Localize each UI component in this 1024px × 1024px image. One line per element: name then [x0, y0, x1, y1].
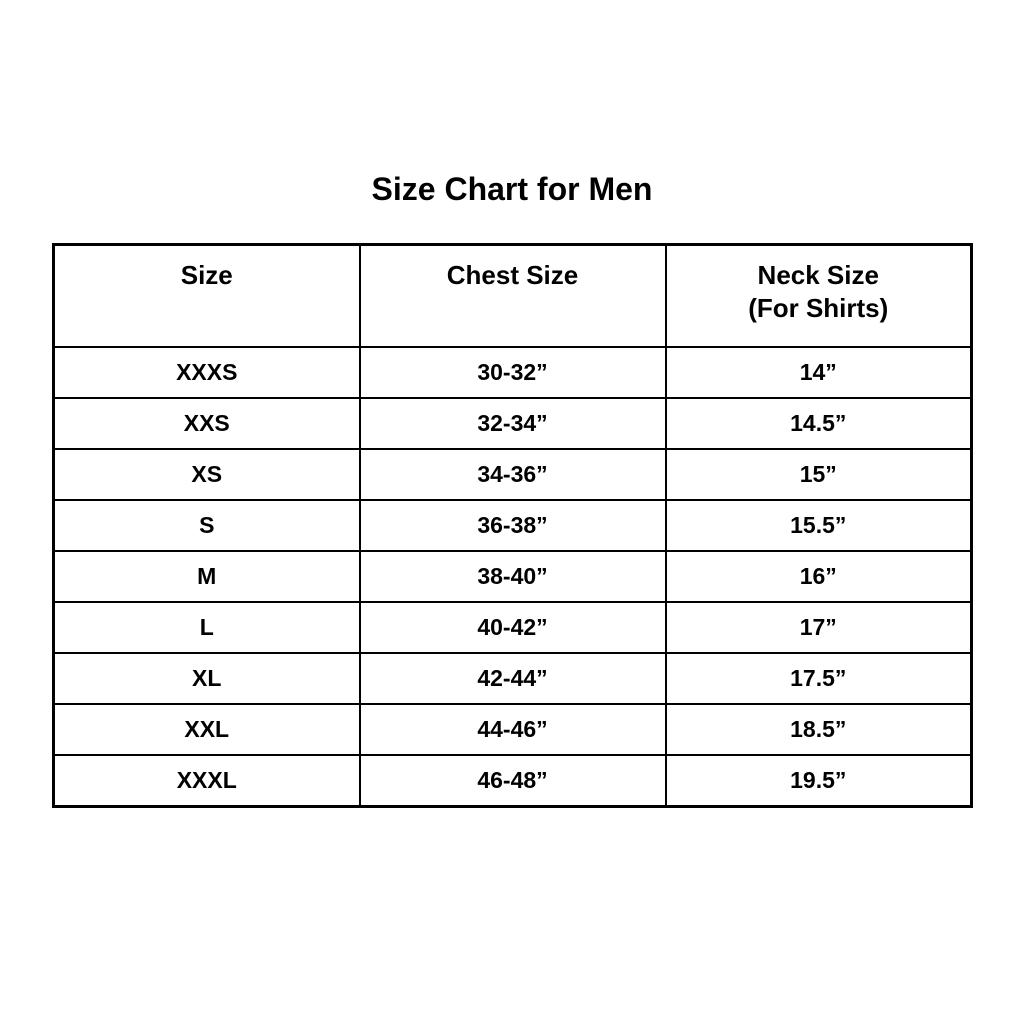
table-row: L 40-42” 17”	[52, 601, 973, 654]
table-row: M 38-40” 16”	[52, 550, 973, 603]
column-header-chest-size: Chest Size	[358, 243, 667, 348]
table-row: XXXS 30-32” 14”	[52, 346, 973, 399]
neck-size-cell: 17”	[664, 601, 973, 654]
neck-size-cell: 16”	[664, 550, 973, 603]
table-header: Size Chest Size Neck Size (For Shirts)	[52, 243, 973, 348]
table-row: XXS 32-34” 14.5”	[52, 397, 973, 450]
size-cell: XXXL	[52, 754, 361, 808]
chest-size-cell: 36-38”	[358, 499, 667, 552]
table-row: XS 34-36” 15”	[52, 448, 973, 501]
size-cell: M	[52, 550, 361, 603]
table-body: XXXS 30-32” 14” XXS 32-34” 14.5” XS 34-36” 15” S 3…	[52, 346, 973, 808]
size-cell: XL	[52, 652, 361, 705]
header-row: Size Chest Size Neck Size (For Shirts)	[52, 243, 973, 348]
neck-size-cell: 15.5”	[664, 499, 973, 552]
chest-size-cell: 46-48”	[358, 754, 667, 808]
table-row: S 36-38” 15.5”	[52, 499, 973, 552]
column-header-size: Size	[52, 243, 361, 348]
table-row: XXL 44-46” 18.5”	[52, 703, 973, 756]
size-cell: S	[52, 499, 361, 552]
chest-size-cell: 40-42”	[358, 601, 667, 654]
size-cell: XS	[52, 448, 361, 501]
size-cell: XXXS	[52, 346, 361, 399]
size-chart-table: Size Chest Size Neck Size (For Shirts) X…	[52, 243, 973, 808]
table-row: XL 42-44” 17.5”	[52, 652, 973, 705]
neck-size-cell: 14”	[664, 346, 973, 399]
neck-size-cell: 19.5”	[664, 754, 973, 808]
neck-size-cell: 18.5”	[664, 703, 973, 756]
neck-size-cell: 14.5”	[664, 397, 973, 450]
chest-size-cell: 44-46”	[358, 703, 667, 756]
chest-size-cell: 38-40”	[358, 550, 667, 603]
chest-size-cell: 30-32”	[358, 346, 667, 399]
chest-size-cell: 42-44”	[358, 652, 667, 705]
neck-size-cell: 17.5”	[664, 652, 973, 705]
neck-size-label-line1: Neck Size	[757, 260, 879, 290]
column-header-neck-size: Neck Size (For Shirts)	[664, 243, 973, 348]
neck-size-label-line2: (For Shirts)	[748, 293, 889, 323]
neck-size-cell: 15”	[664, 448, 973, 501]
size-cell: XXL	[52, 703, 361, 756]
size-cell: XXS	[52, 397, 361, 450]
chest-size-cell: 34-36”	[358, 448, 667, 501]
page-title: Size Chart for Men	[371, 171, 653, 207]
size-cell: L	[52, 601, 361, 654]
chest-size-cell: 32-34”	[358, 397, 667, 450]
table-row: XXXL 46-48” 19.5”	[52, 754, 973, 808]
